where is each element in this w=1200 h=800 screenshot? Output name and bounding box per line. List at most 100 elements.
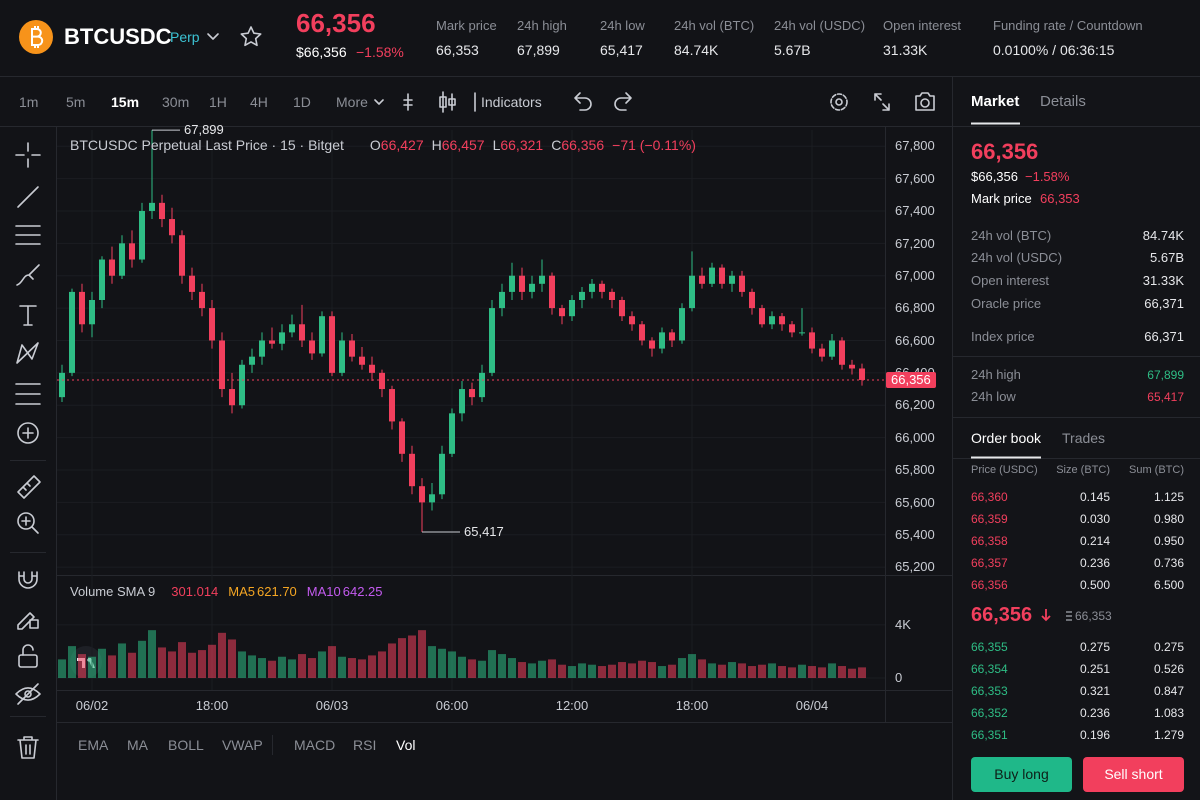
measure-tool[interactable] [17, 475, 41, 499]
volume-bar [448, 651, 456, 678]
pattern-tool[interactable] [16, 342, 39, 364]
trend-line-tool[interactable] [17, 186, 39, 208]
candle-body [709, 267, 715, 284]
interval-tab[interactable]: 4H [250, 93, 268, 110]
book-sum: 6.500 [1153, 577, 1184, 592]
lock-tool[interactable] [18, 644, 38, 668]
volume-title: Volume SMA 9 [70, 584, 156, 599]
indicator-tab[interactable]: MA [127, 736, 148, 753]
x-tick-label: 06/04 [795, 698, 829, 714]
panel-change: −1.58% [1025, 169, 1070, 185]
mark-value: 66,353 [1040, 191, 1080, 207]
volume-bar [398, 638, 406, 678]
prediction-tool[interactable] [15, 383, 41, 405]
volume-legend: Volume SMA 9 301.014 MA5 621.70 MA10 642.25 [70, 584, 393, 600]
settings-icon[interactable] [830, 93, 848, 111]
chart-title: BTCUSDC Perpetual Last Price · 15 · Bitg… [70, 137, 344, 153]
interval-tab[interactable]: 30m [162, 93, 190, 110]
candle-body [509, 275, 515, 292]
candle-body [419, 486, 425, 503]
magnet-tool[interactable] [18, 571, 38, 589]
screenshot-icon[interactable] [915, 92, 935, 111]
volume-bar [438, 648, 446, 678]
x-tick-label: 18:00 [675, 698, 709, 714]
volume-bar [388, 643, 396, 678]
chart-type-icon[interactable] [403, 93, 413, 111]
candle-body [229, 389, 235, 406]
panel-tab[interactable]: Market [971, 93, 1020, 110]
interval-tab[interactable]: 1D [293, 93, 311, 110]
book-tab[interactable]: Order book [971, 429, 1042, 446]
indicator-tab[interactable]: MACD [294, 736, 336, 753]
panel-tab[interactable]: Details [1040, 93, 1086, 110]
candle-body [289, 324, 295, 333]
interval-tab[interactable]: 15m [111, 93, 140, 110]
candle-body [439, 453, 445, 495]
book-sum: 0.526 [1153, 661, 1184, 676]
interval-tab[interactable]: 5m [66, 93, 86, 110]
stat-value: 84.74K [1142, 228, 1184, 244]
favorite-icon[interactable] [240, 26, 262, 47]
book-sum: 0.950 [1153, 533, 1184, 548]
candle-body [389, 389, 395, 422]
book-header: Sum (BTC) [1129, 464, 1184, 477]
candle-body [69, 291, 75, 373]
candle-body [409, 453, 415, 487]
y-tick-label: 67,600 [895, 170, 935, 186]
candle-body [649, 340, 655, 349]
crosshair-tool[interactable] [15, 142, 41, 168]
fib-tool[interactable] [15, 225, 41, 245]
volume-bar [428, 646, 436, 678]
trade-button[interactable]: Buy long [971, 757, 1072, 792]
undo-icon[interactable] [574, 92, 592, 111]
fullscreen-icon[interactable] [874, 93, 890, 111]
volume-bar [848, 668, 856, 678]
candle-body [579, 291, 585, 300]
more-icon[interactable] [374, 99, 384, 105]
candle-body [529, 283, 535, 292]
add-tool[interactable] [17, 422, 39, 444]
text-tool[interactable] [19, 305, 37, 326]
book-sum: 0.980 [1153, 511, 1184, 526]
delete-tool[interactable] [17, 736, 39, 759]
volume-bar [588, 664, 596, 678]
ohlc-key: C [551, 137, 562, 153]
candle-body [719, 267, 725, 284]
candle-body [219, 340, 225, 390]
dropdown-icon[interactable] [207, 33, 219, 40]
indicator-tab[interactable]: BOLL [168, 736, 204, 753]
interval-tab[interactable]: 1H [209, 93, 227, 110]
stay-drawing-tool[interactable] [17, 612, 39, 630]
volume-bar [758, 664, 766, 678]
more-button[interactable]: More [336, 93, 368, 110]
zoom-tool[interactable] [17, 512, 39, 534]
book-price: 66,358 [971, 533, 1008, 548]
volume-bar [248, 655, 256, 678]
trade-button[interactable]: Sell short [1083, 757, 1184, 792]
volume-bar [678, 658, 686, 678]
volume-bar [798, 664, 806, 678]
volume-bar [198, 650, 206, 678]
brush-tool[interactable] [16, 264, 40, 286]
interval-tab[interactable]: 1m [19, 93, 39, 110]
indicator-tab[interactable]: RSI [353, 736, 377, 753]
side-panel-bg [953, 76, 1200, 800]
y-tick-label: 67,000 [895, 267, 935, 283]
candle-body [809, 332, 815, 349]
candle-body [849, 364, 855, 369]
redo-icon[interactable] [614, 92, 632, 111]
x-tick-label: 12:00 [555, 698, 589, 714]
candle-body [749, 291, 755, 309]
volume-bar [508, 658, 516, 678]
candle-body [699, 275, 705, 284]
indicator-tab[interactable]: VWAP [222, 736, 263, 753]
indicator-tab[interactable]: Vol [396, 736, 416, 753]
indicators-button[interactable]: Indicators [481, 93, 542, 110]
contract-badge[interactable]: Perp [170, 28, 200, 45]
indicators-icon[interactable] [439, 91, 456, 113]
volume-bar [638, 660, 646, 678]
book-tab[interactable]: Trades [1062, 429, 1106, 446]
hide-tool[interactable] [15, 683, 41, 705]
volume-bar [578, 663, 586, 678]
indicator-tab[interactable]: EMA [78, 736, 109, 753]
